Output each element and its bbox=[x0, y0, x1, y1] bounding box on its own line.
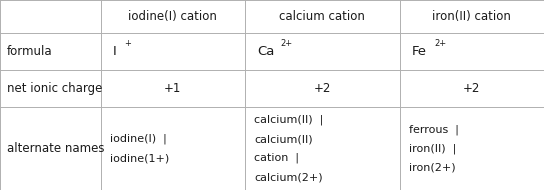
Text: ferrous  |: ferrous | bbox=[409, 124, 459, 135]
Text: 2+: 2+ bbox=[435, 39, 447, 48]
Text: cation  |: cation | bbox=[254, 153, 299, 163]
Text: I: I bbox=[113, 45, 116, 58]
Text: Ca: Ca bbox=[257, 45, 274, 58]
Text: net ionic charge: net ionic charge bbox=[7, 82, 102, 95]
Text: iodine(1+): iodine(1+) bbox=[110, 153, 169, 163]
Text: iron(II) cation: iron(II) cation bbox=[432, 10, 511, 23]
Text: calcium(2+): calcium(2+) bbox=[254, 172, 323, 182]
Text: +1: +1 bbox=[164, 82, 181, 95]
Text: formula: formula bbox=[7, 45, 52, 58]
Text: calcium cation: calcium cation bbox=[280, 10, 365, 23]
Text: +2: +2 bbox=[314, 82, 331, 95]
Text: 2+: 2+ bbox=[280, 39, 292, 48]
Text: iodine(I)  |: iodine(I) | bbox=[110, 134, 166, 144]
Text: Fe: Fe bbox=[412, 45, 427, 58]
Text: iron(II)  |: iron(II) | bbox=[409, 143, 456, 154]
Text: calcium(II): calcium(II) bbox=[254, 134, 313, 144]
Text: alternate names: alternate names bbox=[7, 142, 104, 155]
Text: iodine(I) cation: iodine(I) cation bbox=[128, 10, 217, 23]
Text: calcium(II)  |: calcium(II) | bbox=[254, 115, 323, 125]
Text: +: + bbox=[125, 39, 132, 48]
Text: +2: +2 bbox=[463, 82, 480, 95]
Text: iron(2+): iron(2+) bbox=[409, 163, 456, 173]
